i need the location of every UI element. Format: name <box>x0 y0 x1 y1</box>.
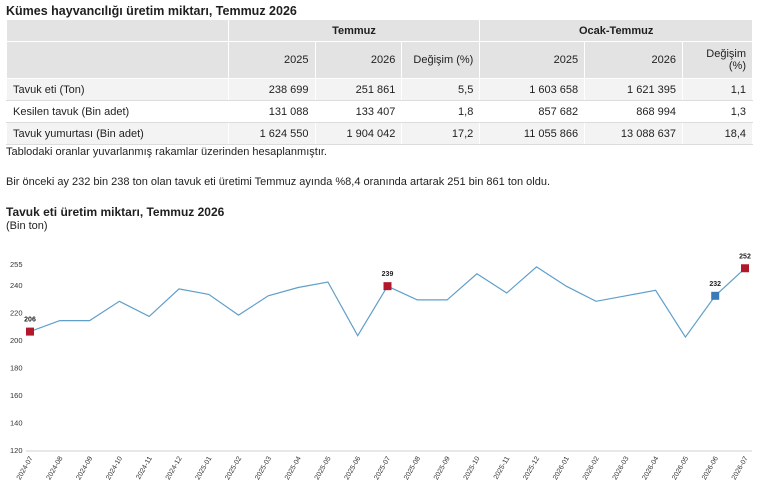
column-header: 2025 <box>227 41 316 79</box>
table-cell: 1 624 550 <box>227 122 316 145</box>
table-cell: 5,5 <box>401 78 481 101</box>
highlight-marker <box>741 264 749 273</box>
column-header: 2026 <box>314 41 403 79</box>
x-tick-label: 2026-02 <box>582 455 601 481</box>
x-tick-label: 2025-09 <box>433 455 452 481</box>
y-tick-label: 200 <box>10 336 23 345</box>
table-cell: 133 407 <box>314 100 403 123</box>
x-tick-label: 2026-04 <box>641 455 660 481</box>
highlight-marker <box>383 282 392 291</box>
y-tick-label: 180 <box>10 363 23 372</box>
highlight-markers: 206 239 232 252 <box>24 253 751 336</box>
header-empty <box>6 19 229 42</box>
table-cell: 1,8 <box>401 100 481 123</box>
column-header: 2026 <box>584 41 683 79</box>
production-table: Temmuz Ocak-Temmuz 2025 2026 Değişim (%)… <box>6 19 754 145</box>
x-axis: 2024-07 2024-08 2024-09 2024-10 2024-11 2024-… <box>16 455 750 481</box>
x-tick-label: 2025-02 <box>224 455 243 481</box>
y-tick-label: 255 <box>10 260 23 269</box>
x-tick-label: 2026-05 <box>671 455 690 481</box>
table-row: Tavuk yumurtası (Bin adet) 1 624 550 1 9… <box>6 122 754 145</box>
summary-paragraph: Bir önceki ay 232 bin 238 ton olan tavuk… <box>6 176 551 188</box>
table-cell: 238 699 <box>227 78 316 101</box>
table-cell: 1 621 395 <box>584 78 683 101</box>
table-cell: 857 682 <box>479 100 586 123</box>
x-tick-label: 2025-12 <box>522 455 541 481</box>
x-tick-label: 2026-06 <box>701 455 720 481</box>
row-label: Tavuk yumurtası (Bin adet) <box>6 122 229 145</box>
y-axis: 120 140 160 180 200 220 240 255 <box>10 260 23 455</box>
x-tick-label: 2025-07 <box>373 455 392 481</box>
row-label: Tavuk eti (Ton) <box>6 78 229 101</box>
y-tick-label: 140 <box>10 418 23 427</box>
data-label: 232 <box>709 281 721 288</box>
table-note: Tablodaki oranlar yuvarlanmış rakamlar ü… <box>6 146 327 158</box>
x-tick-label: 2024-07 <box>16 455 35 481</box>
x-tick-label: 2024-10 <box>105 455 124 481</box>
x-tick-label: 2026-01 <box>552 455 571 481</box>
x-tick-label: 2026-03 <box>612 455 631 481</box>
data-label: 239 <box>382 271 394 278</box>
x-tick-label: 2025-01 <box>195 455 214 481</box>
data-label: 206 <box>24 317 36 324</box>
chart-title: Tavuk eti üretim miktarı, Temmuz 2026 <box>6 205 225 219</box>
table-cell: 18,4 <box>681 122 754 145</box>
column-header: Değişim (%) <box>401 41 481 79</box>
y-tick-label: 240 <box>10 281 23 290</box>
x-tick-label: 2025-10 <box>463 455 482 481</box>
y-tick-label: 120 <box>10 446 23 455</box>
x-tick-label: 2024-11 <box>135 455 154 480</box>
x-tick-label: 2024-12 <box>165 455 184 481</box>
table-cell: 1 603 658 <box>479 78 586 101</box>
data-label: 252 <box>739 253 751 260</box>
table-cell: 17,2 <box>401 122 481 145</box>
table-cell: 1 904 042 <box>314 122 403 145</box>
table-cell: 13 088 637 <box>584 122 683 145</box>
group-header-ocak-temmuz: Ocak-Temmuz <box>479 19 753 42</box>
x-tick-label: 2026-07 <box>731 455 750 481</box>
group-header-temmuz: Temmuz <box>227 19 481 42</box>
table-cell: 1,3 <box>681 100 754 123</box>
x-tick-label: 2024-08 <box>46 455 65 481</box>
row-label: Kesilen tavuk (Bin adet) <box>6 100 229 123</box>
y-tick-label: 160 <box>10 391 23 400</box>
x-tick-label: 2025-11 <box>493 455 512 480</box>
highlight-marker <box>711 291 720 300</box>
subheader-empty <box>6 41 229 79</box>
page-title: Kümes hayvancılığı üretim miktarı, Temmu… <box>6 4 297 18</box>
chart-unit-label: (Bin ton) <box>6 220 48 232</box>
x-tick-label: 2025-06 <box>344 455 363 481</box>
table-cell: 131 088 <box>227 100 316 123</box>
column-header: Değişim (%) <box>681 41 754 79</box>
x-tick-label: 2025-04 <box>284 455 303 481</box>
table-cell: 251 861 <box>314 78 403 101</box>
table-row: Kesilen tavuk (Bin adet) 131 088 133 407… <box>6 100 754 123</box>
x-tick-label: 2025-08 <box>403 455 422 481</box>
table-cell: 1,1 <box>681 78 754 101</box>
x-tick-label: 2024-09 <box>75 455 94 481</box>
table-cell: 11 055 866 <box>479 122 586 145</box>
table-row: Tavuk eti (Ton) 238 699 251 861 5,5 1 60… <box>6 78 754 101</box>
x-tick-label: 2025-03 <box>254 455 273 481</box>
y-tick-label: 220 <box>10 308 23 317</box>
highlight-marker <box>26 327 34 336</box>
table-cell: 868 994 <box>584 100 683 123</box>
x-tick-label: 2025-05 <box>314 455 333 481</box>
column-header: 2025 <box>479 41 586 79</box>
